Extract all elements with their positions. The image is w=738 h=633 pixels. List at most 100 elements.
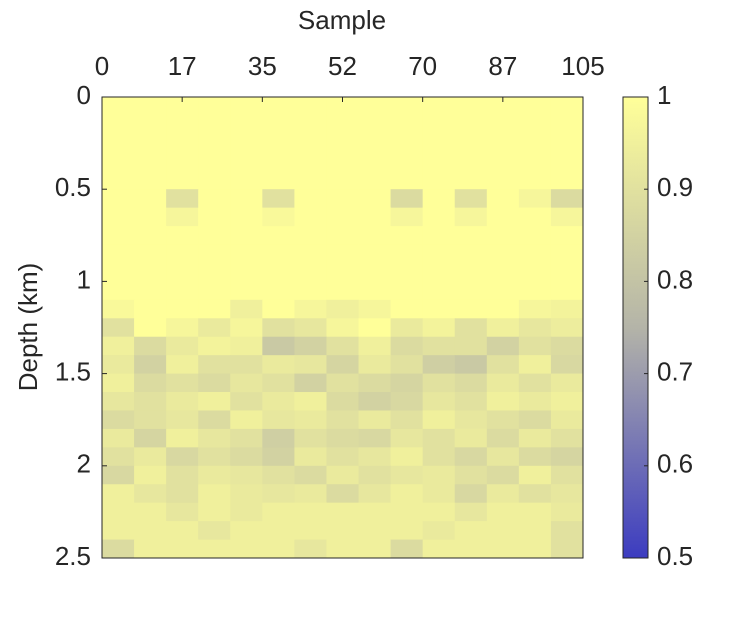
heatmap-cell [198,226,231,246]
heatmap-cell [102,281,135,301]
heatmap-cell [294,244,327,264]
heatmap-cell [294,299,327,319]
heatmap-cell [422,373,456,393]
heatmap-cell [486,428,520,448]
heatmap-cell [358,152,392,172]
heatmap-cell [518,97,552,116]
heatmap-cell [230,355,263,375]
heatmap-cell [230,502,263,522]
heatmap-cell [454,521,488,541]
heatmap-cell [198,189,231,209]
heatmap-cell [422,355,456,375]
heatmap-cell [422,207,456,227]
heatmap-cell [422,152,456,172]
heatmap-cell [422,115,456,135]
heatmap-cell [518,539,552,559]
heatmap-cell [134,244,167,264]
heatmap-cell [198,281,231,301]
heatmap-cell [230,262,263,282]
heatmap-cell [134,428,167,448]
heatmap-cell [294,428,327,448]
heatmap-cell [230,226,263,246]
heatmap-cell [166,521,199,541]
heatmap-cell [518,281,552,301]
heatmap-cell [358,410,392,430]
heatmap-cell [230,281,263,301]
heatmap-cell [166,502,199,522]
heatmap-cell [198,262,231,282]
heatmap-cell [390,262,424,282]
y-tick-label: 1 [77,264,91,294]
heatmap-cell [262,318,295,338]
heatmap-cell [550,152,584,172]
heatmap-cell [390,539,424,559]
heatmap-cell [326,392,360,411]
heatmap-cell [262,392,295,411]
heatmap-cell [326,502,360,522]
colorbar-tick-label: 0.9 [657,172,693,202]
heatmap-cell [134,465,167,485]
heatmap-cell [166,484,199,504]
heatmap-cell [294,226,327,246]
heatmap-cell [166,355,199,375]
heatmap-cell [550,539,584,559]
heatmap-cell [262,336,295,356]
heatmap-cell [550,207,584,227]
heatmap-cell [358,262,392,282]
heatmap-cell [422,410,456,430]
heatmap-cell [518,392,552,411]
heatmap-cell [230,392,263,411]
heatmap-cell [230,373,263,393]
heatmap-cell [486,447,520,467]
y-tick-label: 1.5 [55,356,91,386]
heatmap-cell [166,133,199,153]
heatmap-cell [326,226,360,246]
heatmap-cell [422,97,456,116]
heatmap-cell [326,521,360,541]
heatmap-cell [294,133,327,153]
heatmap-cell [102,226,135,246]
heatmap-cell [390,115,424,135]
heatmap-cell [326,133,360,153]
heatmap-cell [454,207,488,227]
heatmap-cell [294,97,327,116]
heatmap-cell [454,447,488,467]
heatmap-cell [166,281,199,301]
heatmap-cell [518,152,552,172]
heatmap-cell [326,152,360,172]
x-tick-label: 35 [248,51,277,81]
heatmap-cell [230,207,263,227]
heatmap-cell [198,539,231,559]
heatmap-cell [262,410,295,430]
colorbar [622,96,649,559]
heatmap-cell [518,465,552,485]
heatmap-cell [134,336,167,356]
heatmap-cell [230,428,263,448]
heatmap-cell [518,318,552,338]
heatmap-cell [550,262,584,282]
heatmap-cell [294,170,327,190]
heatmap-cell [486,318,520,338]
heatmap-cell [550,502,584,522]
heatmap-cell [294,262,327,282]
heatmap-cell [454,336,488,356]
heatmap-cell [102,262,135,282]
heatmap-cell [166,299,199,319]
heatmap-cell [102,115,135,135]
heatmap-cell [262,170,295,190]
heatmap-cell [198,502,231,522]
heatmap-cell [102,97,135,116]
heatmap-cell [102,428,135,448]
heatmap-cell [262,428,295,448]
x-tick-label: 0 [95,51,109,81]
colorbar-tick-label: 0.7 [657,356,693,386]
heatmap-cell [422,447,456,467]
heatmap-cell [518,484,552,504]
colorbar-tick-label: 0.6 [657,449,693,479]
heatmap-cell [294,447,327,467]
heatmap-cell [262,189,295,209]
colorbar-tick-label: 0.5 [657,541,693,571]
heatmap-cell [358,355,392,375]
heatmap-cell [422,392,456,411]
heatmap-cell [358,392,392,411]
